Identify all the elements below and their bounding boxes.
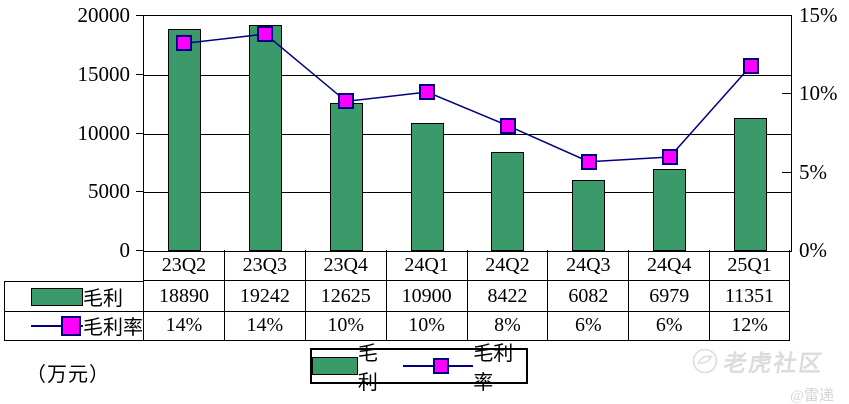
marker-24Q1 — [419, 83, 436, 100]
value-cell-24Q4: 6% — [628, 311, 710, 341]
left-axis-tickmark — [136, 191, 143, 193]
right-axis-tick-5%: 5% — [799, 159, 827, 184]
right-axis-tick-0%: 0% — [799, 238, 827, 262]
right-axis-tickmark — [782, 171, 791, 173]
legend-item-bar: 毛利 — [312, 337, 393, 395]
left-axis-tickmark — [136, 15, 143, 16]
bar-24Q3 — [572, 179, 606, 251]
left-axis-tick-5000: 5000 — [88, 179, 130, 204]
bar-24Q4 — [653, 169, 687, 251]
value-cell-24Q4: 6979 — [628, 281, 710, 312]
row-legend-毛利: 毛利 — [4, 281, 143, 312]
value-cell-23Q2: 18890 — [143, 281, 224, 312]
right-axis-tick-15%: 15% — [799, 3, 838, 27]
line-series-swatch — [402, 356, 474, 376]
bar-23Q2 — [167, 29, 201, 251]
unit-label: （万元） — [26, 364, 110, 386]
bar-23Q4 — [329, 102, 363, 251]
legend-bar-label: 毛利 — [357, 343, 378, 394]
value-cell-25Q1: 11351 — [709, 281, 790, 312]
category-cell-23Q2: 23Q2 — [143, 250, 224, 281]
marker-24Q3 — [580, 153, 597, 170]
value-cell-24Q2: 8422 — [466, 281, 548, 312]
row-label: 毛利率 — [83, 317, 143, 339]
bar-24Q1 — [410, 122, 444, 251]
marker-23Q4 — [338, 93, 355, 110]
watermark-brand: 老虎社区 — [721, 351, 826, 376]
watermark: 老虎社区 @雷递 — [692, 344, 842, 404]
gridline-10000 — [144, 133, 791, 135]
left-axis-tickmark — [136, 73, 143, 75]
marker-24Q2 — [499, 117, 516, 134]
category-cell-23Q4: 23Q4 — [304, 250, 386, 281]
left-axis-tick-10000: 10000 — [77, 120, 131, 145]
marker-23Q2 — [176, 35, 193, 52]
category-cell-24Q3: 24Q3 — [547, 250, 629, 281]
bar-24Q2 — [491, 152, 525, 251]
value-cell-23Q4: 12625 — [304, 281, 386, 312]
value-cell-24Q2: 8% — [466, 311, 548, 341]
table-row-gross-profit: 毛利 18890 19242 12625 10900 8422 6082 6979 11351 — [4, 281, 790, 312]
category-cell-24Q4: 24Q4 — [628, 250, 710, 281]
category-cell-25Q1: 25Q1 — [709, 250, 790, 281]
line-series — [184, 33, 752, 163]
left-axis-tick-20000: 20000 — [77, 3, 131, 27]
left-axis-tick-0: 0 — [119, 238, 131, 262]
left-axis-tick-15000: 15000 — [77, 61, 131, 86]
value-cell-25Q1: 12% — [709, 311, 790, 341]
left-axis-tickmark — [136, 132, 143, 134]
gridline-5000 — [144, 192, 791, 194]
marker-25Q1 — [742, 58, 759, 75]
marker-24Q4 — [661, 149, 678, 165]
bar-23Q3 — [248, 24, 282, 251]
category-cell-23Q3: 23Q3 — [223, 250, 305, 281]
value-cell-23Q2: 14% — [143, 311, 224, 341]
left-axis-tickmark — [136, 250, 143, 251]
marker-23Q3 — [257, 26, 274, 43]
value-cell-24Q3: 6% — [547, 311, 629, 341]
chart-legend: 毛利 毛利率 — [310, 343, 528, 394]
table-row-gross-margin: 毛利率 14% 14% 10% 10% 8% 6% 6% 12% — [4, 311, 790, 341]
table-category-row: 23Q2 23Q3 23Q4 24Q1 24Q2 24Q3 24Q4 25Q1 — [143, 250, 790, 281]
watermark-author: @雷递 — [790, 388, 834, 404]
category-cell-24Q1: 24Q1 — [385, 250, 467, 281]
value-cell-24Q1: 10% — [385, 311, 467, 341]
legend-line-label: 毛利率 — [473, 343, 514, 394]
legend-item-line: 毛利率 — [402, 337, 526, 395]
row-legend-毛利率: 毛利率 — [4, 311, 143, 341]
value-cell-23Q4: 10% — [304, 311, 386, 341]
value-cell-23Q3: 19242 — [223, 281, 305, 312]
value-cell-24Q3: 6082 — [547, 281, 629, 312]
category-cell-24Q2: 24Q2 — [466, 250, 548, 281]
tiger-logo-icon — [692, 348, 718, 374]
bar-25Q1 — [734, 117, 768, 251]
plot-area — [143, 15, 792, 252]
row-label: 毛利 — [83, 288, 123, 310]
bar-series-swatch — [312, 357, 358, 375]
value-cell-24Q1: 10900 — [385, 281, 467, 312]
value-cell-23Q3: 14% — [223, 311, 305, 341]
line-series-swatch — [31, 315, 83, 336]
gridline-15000 — [144, 74, 791, 76]
right-axis-tick-10%: 10% — [799, 81, 838, 106]
right-axis-tickmark — [782, 93, 791, 95]
bar-series-swatch — [31, 287, 83, 306]
